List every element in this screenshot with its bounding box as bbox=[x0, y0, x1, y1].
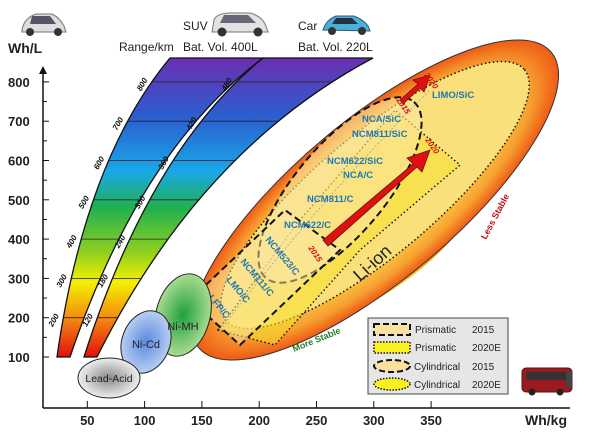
x-axis-label: Wh/kg bbox=[525, 412, 567, 428]
band-tick-label: 400 bbox=[64, 233, 79, 250]
chem-ncm622-sic: NCM622/SiC bbox=[327, 156, 383, 167]
chem-ncm622-c: NCM622/C bbox=[284, 220, 331, 231]
arrow-prismatic bbox=[322, 149, 431, 247]
x-tick-label: 150 bbox=[191, 413, 213, 428]
legend-year-0: 2015 bbox=[472, 325, 495, 336]
legend-year-1: 2020E bbox=[472, 343, 501, 354]
arrow-cylindrical bbox=[399, 74, 431, 105]
y-tick-label: 100 bbox=[8, 350, 30, 365]
suv-label: SUV bbox=[183, 19, 208, 33]
compact-car-icon bbox=[21, 13, 67, 36]
y-axis-label: Wh/L bbox=[8, 40, 43, 56]
range-header: Range/km bbox=[119, 40, 174, 54]
legend-year-3: 2020E bbox=[472, 380, 501, 391]
legend-label-0: Prismatic bbox=[415, 325, 456, 336]
chem-ncm811-sic: NCM811/SiC bbox=[352, 129, 408, 140]
x-tick-label: 250 bbox=[306, 413, 328, 428]
legend-label-2: Cylindrical bbox=[414, 362, 460, 373]
chem-ncm811-c: NCM811/C bbox=[307, 194, 354, 205]
ni-mh-label: Ni-MH bbox=[167, 321, 198, 333]
y-tick-label: 400 bbox=[8, 232, 30, 247]
prismatic-2015-region bbox=[188, 208, 342, 347]
y-axis-arrow bbox=[39, 66, 47, 74]
chem-limo-sic: LIMO/SiC bbox=[432, 90, 474, 101]
ni-cd-label: Ni-Cd bbox=[132, 339, 160, 351]
trend-line bbox=[219, 89, 431, 331]
range-band-car bbox=[83, 57, 374, 358]
x-tick-label: 50 bbox=[80, 413, 94, 428]
legend-swatch-cylindrical-2020e bbox=[373, 377, 411, 391]
legend-swatch-prismatic-2015 bbox=[373, 323, 411, 336]
lead-acid-label: Lead-Acid bbox=[85, 373, 132, 385]
y-tick-label: 800 bbox=[8, 75, 30, 90]
y-tick-label: 700 bbox=[8, 114, 30, 129]
y-tick-label: 500 bbox=[8, 193, 30, 208]
band-tick-label: 500 bbox=[77, 194, 92, 211]
chem-nca-c: NCA/C bbox=[343, 170, 373, 181]
bus-icon bbox=[521, 367, 573, 396]
legend-swatch-cylindrical-2015 bbox=[373, 359, 411, 373]
band-tick-label: 600 bbox=[92, 155, 107, 172]
x-tick-label: 200 bbox=[248, 413, 270, 428]
suv-icon bbox=[211, 12, 269, 37]
lead-acid-ellipse bbox=[77, 357, 141, 399]
band-tick-label: 200 bbox=[46, 312, 61, 329]
legend-year-2: 2015 bbox=[472, 362, 495, 373]
car-label: Car bbox=[298, 19, 317, 33]
legend-label-3: Cylindrical bbox=[414, 380, 460, 391]
sedan-icon bbox=[322, 15, 371, 35]
y-tick-label: 200 bbox=[8, 311, 30, 326]
legend: Prismatic 2015 Prismatic 2020E Cylindric… bbox=[367, 317, 509, 395]
x-tick-label: 300 bbox=[363, 413, 385, 428]
legend-swatch-prismatic-2020e bbox=[373, 341, 411, 354]
suv-volume: Bat. Vol. 400L bbox=[183, 40, 258, 54]
car-volume: Bat. Vol. 220L bbox=[298, 40, 373, 54]
x-tick-label: 100 bbox=[134, 413, 156, 428]
band-tick-label: 300 bbox=[55, 272, 70, 289]
y-tick-label: 600 bbox=[8, 154, 30, 169]
x-tick-label: 350 bbox=[420, 413, 442, 428]
y-tick-label: 300 bbox=[8, 271, 30, 286]
chem-nca-sic: NCA/SiC bbox=[362, 114, 401, 125]
legend-label-1: Prismatic bbox=[415, 343, 456, 354]
